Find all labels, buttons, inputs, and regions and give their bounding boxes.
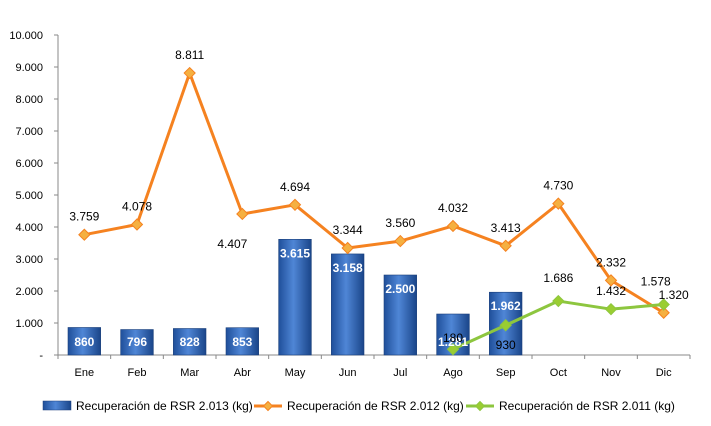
x-tick-label: Ago — [443, 367, 463, 379]
point-value-label: 4.694 — [280, 180, 310, 194]
bar — [173, 328, 207, 356]
y-tick-label: 2.000 — [15, 286, 43, 298]
point-value-label: 3.560 — [385, 216, 415, 230]
bar-value-label: 2.500 — [385, 282, 415, 296]
legend-label: Recuperación de RSR 2.011 (kg) — [499, 399, 675, 413]
point-marker — [552, 294, 565, 308]
y-tick-label: 4.000 — [15, 222, 43, 234]
bar — [67, 327, 101, 356]
bar — [120, 329, 154, 356]
point-marker — [446, 343, 460, 356]
point-value-label: 2.332 — [596, 255, 626, 269]
y-tick-label: 3.000 — [15, 254, 43, 266]
legend-label: Recuperación de RSR 2.012 (kg) — [287, 399, 464, 413]
point-value-label: 8.811 — [175, 48, 204, 62]
point-marker — [183, 66, 196, 80]
x-tick-label: Mar — [180, 367, 199, 379]
y-tick-label: 9.000 — [15, 62, 43, 74]
point-marker — [604, 274, 618, 287]
point-marker — [446, 219, 460, 233]
x-tick-label: Abr — [234, 367, 251, 379]
y-tick-label: 1.000 — [15, 318, 43, 330]
bar-value-label: 796 — [127, 335, 147, 349]
line-series — [78, 66, 670, 356]
point-marker — [499, 319, 512, 332]
x-tick-label: May — [285, 367, 306, 379]
bar-value-label: 860 — [74, 335, 94, 349]
y-tick-label: 7.000 — [15, 126, 43, 138]
point-marker — [552, 197, 565, 210]
point-value-label: 3.413 — [491, 221, 521, 235]
y-tick-label: - — [39, 350, 43, 362]
legend-marker — [262, 400, 274, 412]
y-tick-label: 6.000 — [15, 158, 43, 170]
point-marker — [341, 241, 354, 255]
point-value-label: 180 — [443, 331, 463, 345]
bar-value-label: 828 — [180, 335, 200, 349]
bar-value-label: 3.158 — [333, 261, 363, 275]
x-tick-label: Sep — [496, 367, 516, 379]
x-tick-label: Ene — [75, 367, 95, 379]
bar-value-label: 1.962 — [491, 299, 521, 313]
point-value-label: 1.320 — [659, 288, 689, 302]
bar — [331, 253, 365, 356]
point-marker — [499, 239, 512, 252]
bar-value-label: 3.615 — [280, 246, 310, 260]
x-tick-label: Dic — [656, 367, 672, 379]
point-value-label: 930 — [496, 338, 516, 352]
bar-value-label: 1.281 — [438, 335, 468, 349]
point-value-label: 4.078 — [122, 200, 152, 214]
series-line — [84, 71, 665, 315]
legend-marker — [474, 400, 486, 412]
bar-series — [67, 239, 523, 356]
point-marker — [130, 218, 144, 231]
bar — [225, 327, 259, 356]
point-value-label: 4.032 — [438, 201, 468, 215]
bar — [278, 239, 312, 356]
legend-swatch — [42, 400, 72, 411]
point-value-label: 3.344 — [333, 223, 363, 237]
x-tick-label: Jul — [393, 367, 407, 379]
point-marker — [604, 302, 618, 316]
point-marker — [236, 207, 249, 221]
point-value-label: 1.686 — [543, 271, 573, 285]
x-tick-label: Oct — [550, 367, 567, 379]
y-tick-label: 5.000 — [15, 190, 43, 202]
bar-value-label: 853 — [232, 335, 252, 349]
point-marker — [657, 298, 670, 311]
legend: Recuperación de RSR 2.013 (kg) Recuperaci… — [42, 399, 675, 413]
point-marker — [288, 198, 302, 211]
point-value-label: 1.432 — [596, 284, 626, 298]
x-tick-label: Feb — [128, 367, 147, 379]
y-tick-label: 8.000 — [15, 94, 43, 106]
axes: - 1.000 2.000 3.000 4.000 5.000 6.000 7.000 8.00… — [9, 30, 691, 379]
point-value-label: 1.578 — [641, 275, 671, 289]
data-labels: 860 796 828 853 3.615 3.158 2.500 1.281 1.962 3.7… — [69, 48, 689, 352]
point-value-label: 4.730 — [543, 179, 573, 193]
y-tick-label: 10.000 — [9, 30, 43, 42]
legend-label: Recuperación de RSR 2.013 (kg) — [76, 399, 253, 413]
point-value-label: 4.407 — [217, 237, 247, 251]
point-marker — [657, 306, 670, 319]
bar — [383, 274, 417, 356]
point-value-label: 3.759 — [69, 210, 99, 224]
series-line — [452, 299, 664, 351]
point-marker — [394, 234, 407, 248]
point-marker — [78, 228, 91, 241]
x-tick-label: Nov — [601, 367, 621, 379]
x-tick-label: Jun — [339, 367, 357, 379]
